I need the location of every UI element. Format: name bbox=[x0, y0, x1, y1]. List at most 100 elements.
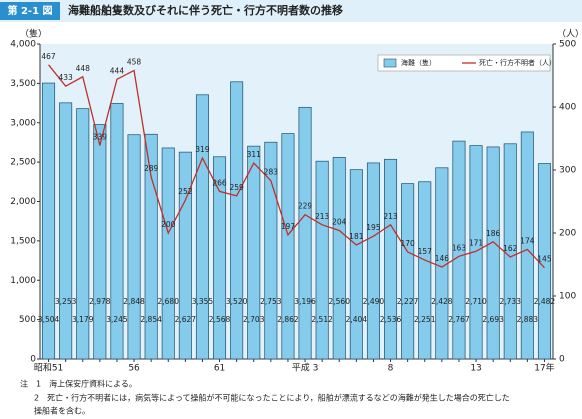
x-tick-label: 昭和51 bbox=[34, 363, 63, 374]
bar bbox=[486, 146, 500, 360]
line-value-label: 204 bbox=[332, 217, 347, 226]
line-value-label: 200 bbox=[161, 220, 176, 229]
bar-value-label: 2,536 bbox=[380, 315, 402, 324]
bar bbox=[110, 103, 124, 360]
y2-tick-label: 0 bbox=[559, 355, 565, 365]
note: 操船者を含む。 bbox=[34, 406, 90, 416]
bar bbox=[384, 158, 398, 360]
bar-value-label: 3,196 bbox=[294, 297, 316, 306]
legend-label: 死亡・行方不明者（人） bbox=[479, 58, 556, 67]
bar bbox=[469, 145, 483, 360]
line-value-label: 213 bbox=[315, 212, 330, 221]
line-value-label: 444 bbox=[110, 66, 125, 75]
bar-value-label: 2,512 bbox=[311, 315, 333, 324]
line-value-label: 145 bbox=[537, 255, 552, 264]
bar bbox=[76, 108, 90, 360]
bar bbox=[59, 102, 73, 360]
line-value-label: 195 bbox=[366, 223, 381, 232]
legend-swatch bbox=[383, 58, 397, 68]
legend-label: 海難（隻） bbox=[401, 58, 436, 67]
y2-tick-label: 400 bbox=[559, 103, 576, 113]
bar bbox=[418, 181, 432, 360]
x-tick-label: 8 bbox=[388, 364, 394, 374]
bar-value-label: 3,504 bbox=[38, 315, 60, 324]
bar-value-label: 2,560 bbox=[329, 297, 351, 306]
line-value-label: 448 bbox=[76, 64, 91, 73]
y2-tick-label: 100 bbox=[559, 292, 576, 302]
line-value-label: 171 bbox=[469, 238, 484, 247]
line-value-label: 170 bbox=[400, 239, 415, 248]
bar bbox=[298, 106, 312, 360]
line bbox=[48, 64, 545, 269]
y-tick-label: 2,500 bbox=[10, 158, 36, 168]
bar-value-label: 2,627 bbox=[175, 315, 197, 324]
bar-value-label: 3,253 bbox=[55, 297, 77, 306]
line-value-label: 186 bbox=[486, 229, 501, 238]
bar-value-label: 2,568 bbox=[209, 315, 231, 324]
line-value-label: 259 bbox=[229, 183, 244, 192]
line-value-label: 197 bbox=[281, 222, 296, 231]
bar bbox=[401, 183, 415, 360]
bar-value-label: 2,251 bbox=[414, 315, 436, 324]
bar-value-label: 2,733 bbox=[500, 297, 522, 306]
note: 2 死亡・行方不明者には，病気等によって操船が不可能になったことにより，船舶が漂… bbox=[34, 393, 510, 403]
bar bbox=[332, 157, 346, 360]
line-value-label: 433 bbox=[58, 73, 73, 82]
bar bbox=[127, 134, 141, 360]
bar-value-label: 3,355 bbox=[192, 297, 214, 306]
bar-value-label: 3,245 bbox=[106, 315, 128, 324]
bar-value-label: 2,883 bbox=[517, 315, 539, 324]
line-value-label: 266 bbox=[212, 178, 227, 187]
bar-value-label: 2,710 bbox=[465, 297, 487, 306]
bar-value-label: 2,848 bbox=[123, 297, 145, 306]
bar bbox=[93, 124, 107, 360]
bar-value-label: 2,490 bbox=[363, 297, 385, 306]
bar-value-label: 2,693 bbox=[482, 315, 504, 324]
line-value-label: 311 bbox=[247, 150, 262, 159]
line-value-label: 289 bbox=[144, 164, 159, 173]
bar-value-label: 2,767 bbox=[448, 315, 470, 324]
bar bbox=[281, 133, 295, 360]
figure-label: 第 2-1 図 bbox=[7, 4, 52, 17]
bar bbox=[42, 82, 56, 360]
bar bbox=[213, 156, 227, 360]
note: 注 1 海上保安庁資料による。 bbox=[20, 379, 137, 389]
figure-badge bbox=[0, 2, 60, 20]
y2-tick-label: 300 bbox=[559, 166, 576, 176]
bar-value-label: 2,862 bbox=[277, 315, 299, 324]
line-value-label: 146 bbox=[435, 254, 450, 263]
y-tick-label: 4,000 bbox=[10, 40, 36, 50]
bar bbox=[435, 167, 449, 360]
bar-value-label: 2,227 bbox=[397, 297, 419, 306]
bar bbox=[264, 141, 278, 360]
bar-value-label: 2,404 bbox=[346, 315, 368, 324]
line-value-label: 252 bbox=[178, 187, 193, 196]
bar bbox=[366, 162, 380, 360]
bar bbox=[230, 81, 244, 360]
bar bbox=[247, 145, 261, 360]
line-value-label: 283 bbox=[264, 168, 279, 177]
bar-value-label: 2,854 bbox=[140, 315, 162, 324]
bar bbox=[144, 133, 158, 360]
bar bbox=[195, 94, 209, 360]
bar bbox=[161, 147, 175, 360]
y-axis-label: （隻） bbox=[20, 28, 47, 40]
x-tick-label: 平成 3 bbox=[292, 362, 319, 374]
line-value-label: 339 bbox=[93, 132, 108, 141]
bar-value-label: 2,978 bbox=[89, 297, 111, 306]
line-value-label: 319 bbox=[195, 145, 210, 154]
line-value-label: 162 bbox=[503, 244, 518, 253]
line-value-label: 458 bbox=[127, 57, 142, 66]
bar-value-label: 3,520 bbox=[226, 297, 248, 306]
bar-value-label: 2,753 bbox=[260, 297, 282, 306]
y2-tick-label: 500 bbox=[559, 40, 576, 50]
bar-value-label: 2,482 bbox=[534, 297, 556, 306]
chart-title: 海難船舶隻数及びそれに伴う死亡・行方不明者数の推移 bbox=[68, 3, 343, 17]
y-tick-label: 1,500 bbox=[10, 236, 36, 246]
header-band bbox=[0, 0, 582, 22]
bar-value-label: 2,428 bbox=[431, 297, 453, 306]
x-tick-label: 56 bbox=[128, 364, 140, 374]
x-tick-label: 17年 bbox=[534, 362, 554, 374]
y-tick-label: 500 bbox=[19, 315, 36, 325]
